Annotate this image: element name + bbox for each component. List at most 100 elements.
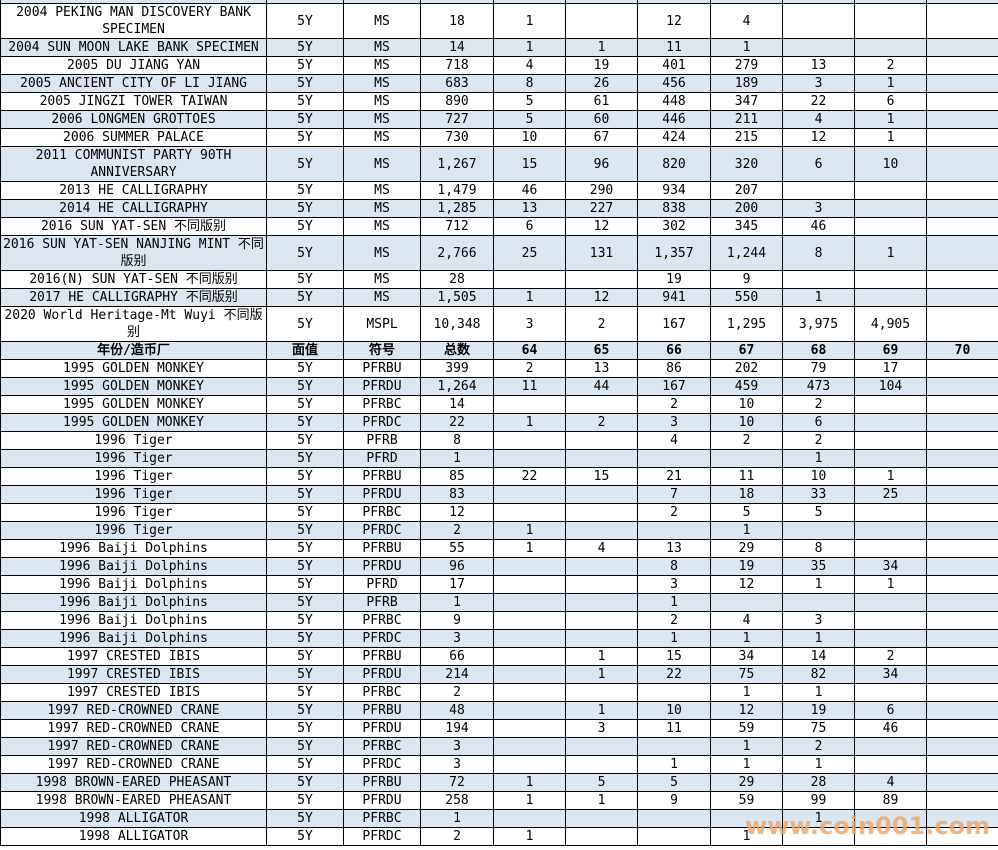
cell[interactable]: 5Y	[266, 449, 344, 468]
cell[interactable]: 14	[420, 395, 494, 414]
cell[interactable]	[926, 146, 998, 182]
cell[interactable]	[926, 359, 998, 378]
cell[interactable]: 1	[565, 791, 638, 810]
cell[interactable]: MS	[343, 3, 421, 39]
cell-name[interactable]: 1996 Baiji Dolphins	[0, 593, 267, 612]
cell[interactable]	[926, 665, 998, 684]
cell[interactable]: 96	[565, 146, 638, 182]
cell[interactable]	[926, 647, 998, 666]
cell[interactable]: 401	[637, 56, 711, 75]
column-header[interactable]: 面值	[266, 341, 344, 360]
cell[interactable]: 6	[493, 217, 566, 236]
cell-name[interactable]: 2005 DU JIANG YAN	[0, 56, 267, 75]
cell[interactable]: PFRBU	[343, 467, 421, 486]
cell[interactable]: 60	[565, 110, 638, 129]
cell[interactable]: PFRBU	[343, 647, 421, 666]
cell[interactable]: PFRBC	[343, 683, 421, 702]
cell[interactable]	[854, 288, 927, 307]
cell[interactable]	[637, 827, 711, 846]
column-header[interactable]: 67	[710, 341, 783, 360]
cell[interactable]: 1	[493, 413, 566, 432]
cell[interactable]	[926, 395, 998, 414]
cell-name[interactable]: 1996 Tiger	[0, 503, 267, 522]
cell[interactable]: 46	[782, 217, 855, 236]
cell[interactable]	[926, 199, 998, 218]
cell[interactable]	[493, 449, 566, 468]
cell-name[interactable]: 1996 Baiji Dolphins	[0, 629, 267, 648]
cell[interactable]: 1	[710, 38, 783, 57]
cell[interactable]: 5Y	[266, 701, 344, 720]
cell[interactable]: 10	[637, 701, 711, 720]
cell-name[interactable]: 1996 Tiger	[0, 431, 267, 450]
cell[interactable]: MS	[343, 270, 421, 289]
cell[interactable]	[854, 503, 927, 522]
cell[interactable]	[926, 306, 998, 342]
cell[interactable]: 21	[637, 467, 711, 486]
cell[interactable]	[926, 827, 998, 846]
cell[interactable]	[565, 575, 638, 594]
cell[interactable]: 5Y	[266, 593, 344, 612]
cell[interactable]: 1,285	[420, 199, 494, 218]
cell[interactable]: 46	[854, 719, 927, 738]
cell[interactable]: 1	[420, 449, 494, 468]
cell[interactable]: 5	[565, 773, 638, 792]
cell[interactable]	[710, 809, 783, 828]
cell[interactable]	[565, 485, 638, 504]
cell-name[interactable]: 1996 Baiji Dolphins	[0, 611, 267, 630]
cell-name[interactable]: 1997 RED-CROWNED CRANE	[0, 737, 267, 756]
cell[interactable]: 22	[782, 92, 855, 111]
cell[interactable]: PFRD	[343, 449, 421, 468]
cell[interactable]: 13	[637, 539, 711, 558]
cell[interactable]: 18	[420, 3, 494, 39]
cell[interactable]	[854, 521, 927, 540]
cell[interactable]: 302	[637, 217, 711, 236]
cell[interactable]: 86	[637, 359, 711, 378]
cell[interactable]: 29	[710, 773, 783, 792]
cell[interactable]: 35	[782, 557, 855, 576]
cell[interactable]: 5Y	[266, 395, 344, 414]
cell[interactable]: 5Y	[266, 467, 344, 486]
cell[interactable]: 8	[637, 557, 711, 576]
cell[interactable]	[854, 3, 927, 39]
cell[interactable]	[493, 270, 566, 289]
cell[interactable]: 4	[637, 431, 711, 450]
cell[interactable]: 11	[637, 38, 711, 57]
cell[interactable]: 1,264	[420, 377, 494, 396]
cell-name[interactable]: 1997 RED-CROWNED CRANE	[0, 719, 267, 738]
cell[interactable]: 1	[565, 647, 638, 666]
cell[interactable]	[926, 629, 998, 648]
cell[interactable]	[926, 575, 998, 594]
column-header[interactable]: 69	[854, 341, 927, 360]
cell[interactable]: 1	[493, 288, 566, 307]
cell[interactable]: 1	[854, 575, 927, 594]
cell[interactable]: MS	[343, 199, 421, 218]
cell[interactable]: 4	[854, 773, 927, 792]
column-header[interactable]: 符号	[343, 341, 421, 360]
cell[interactable]	[565, 395, 638, 414]
column-header[interactable]: 64	[493, 341, 566, 360]
cell[interactable]	[926, 431, 998, 450]
cell[interactable]: 1	[782, 575, 855, 594]
cell[interactable]: 5Y	[266, 74, 344, 93]
cell[interactable]: 5Y	[266, 629, 344, 648]
cell[interactable]: 5Y	[266, 199, 344, 218]
cell[interactable]: 1	[854, 128, 927, 147]
cell[interactable]: 1,244	[710, 235, 783, 271]
cell[interactable]: PFRDC	[343, 827, 421, 846]
cell[interactable]: 5Y	[266, 737, 344, 756]
cell[interactable]: 10	[493, 128, 566, 147]
cell[interactable]: 1	[710, 755, 783, 774]
cell[interactable]	[565, 270, 638, 289]
cell[interactable]: 5Y	[266, 755, 344, 774]
cell[interactable]	[493, 809, 566, 828]
cell[interactable]: 1	[493, 521, 566, 540]
cell[interactable]: 730	[420, 128, 494, 147]
cell[interactable]: 12	[710, 701, 783, 720]
cell[interactable]: 1	[710, 521, 783, 540]
cell[interactable]: 10	[854, 146, 927, 182]
cell[interactable]: 13	[782, 56, 855, 75]
cell[interactable]: 5Y	[266, 557, 344, 576]
cell[interactable]: 1	[782, 449, 855, 468]
cell[interactable]: 5Y	[266, 539, 344, 558]
cell[interactable]	[782, 181, 855, 200]
